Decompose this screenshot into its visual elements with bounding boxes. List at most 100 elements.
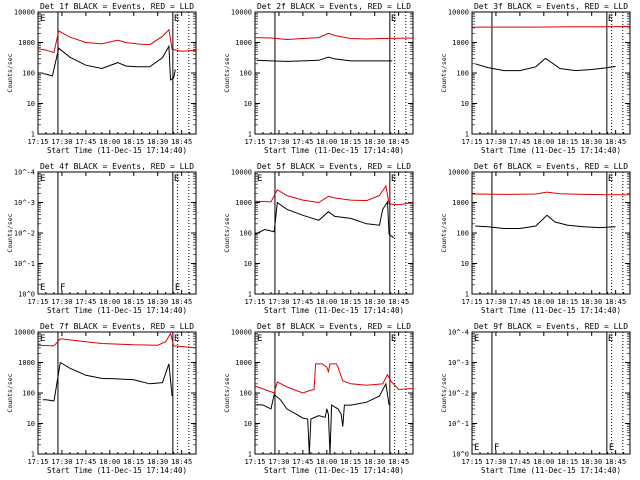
y-tick-label: 10: [27, 100, 35, 108]
x-tick-label: 18:30: [147, 458, 168, 466]
y-tick-label: 1000: [235, 39, 252, 47]
y-tick-label: 100: [239, 230, 252, 238]
y-tick-label: 10: [461, 260, 469, 268]
x-tick-label: 17:45: [292, 298, 313, 306]
y-tick-label: 10000: [448, 9, 469, 17]
x-tick-label: 17:15: [244, 458, 265, 466]
x-tick-label: 18:45: [171, 298, 192, 306]
y-tick-label: 10: [244, 100, 252, 108]
x-tick-label: 18:45: [388, 138, 409, 146]
y-axis-label: Counts/sec: [6, 373, 14, 412]
y-tick-label: 10000: [231, 329, 252, 337]
y-tick-label: 1: [31, 451, 35, 459]
y-tick-label: 100: [239, 390, 252, 398]
panel-title: Det 6f BLACK = Events, RED = LLD: [474, 162, 628, 171]
lld-rate-line: [37, 332, 197, 349]
lld-rate-line: [254, 363, 414, 394]
y-tick-label: 10^-1: [14, 260, 35, 268]
y-tick-label: 1000: [235, 199, 252, 207]
x-tick-label: 17:45: [292, 138, 313, 146]
y-axis-label: Counts/sec: [440, 53, 448, 92]
x-tick-label: 17:30: [268, 458, 289, 466]
x-tick-label: 18:45: [388, 298, 409, 306]
plot-frame: [471, 171, 631, 295]
panel-title: Det 5f BLACK = Events, RED = LLD: [257, 162, 411, 171]
x-tick-label: 18:00: [99, 138, 120, 146]
marker-letter: E: [391, 174, 396, 184]
plot-frame: [254, 11, 414, 135]
y-tick-label: 10^-3: [448, 359, 469, 367]
x-tick-label: 17:15: [27, 458, 48, 466]
y-tick-label: 10: [244, 260, 252, 268]
events-rate-line: [254, 200, 395, 239]
marker-letter: E: [175, 283, 180, 293]
x-tick-label: 18:00: [533, 138, 554, 146]
lld-rate-line: [471, 191, 630, 196]
x-tick-label: 17:30: [485, 458, 506, 466]
x-tick-label: 17:45: [292, 458, 313, 466]
y-tick-label: 10^0: [18, 291, 35, 299]
y-tick-label: 1000: [452, 199, 469, 207]
x-tick-label: 18:00: [99, 458, 120, 466]
x-axis-label: Start Time (11-Dec-15 17:14:40): [264, 306, 404, 315]
y-tick-label: 1: [465, 131, 469, 139]
x-axis-label: Start Time (11-Dec-15 17:14:40): [481, 466, 621, 475]
x-tick-label: 17:45: [509, 458, 530, 466]
x-tick-label: 18:30: [364, 458, 385, 466]
x-tick-label: 18:30: [364, 138, 385, 146]
x-tick-label: 17:15: [244, 298, 265, 306]
events-rate-line: [256, 382, 390, 455]
plot-frame: [37, 171, 197, 295]
x-tick-label: 18:15: [123, 138, 144, 146]
panel-title: Det 3f BLACK = Events, RED = LLD: [474, 2, 628, 11]
y-tick-label: 1: [465, 291, 469, 299]
x-tick-label: 18:30: [581, 298, 602, 306]
y-tick-label: 1: [248, 291, 252, 299]
x-tick-label: 18:00: [533, 298, 554, 306]
x-tick-label: 17:15: [244, 138, 265, 146]
y-tick-label: 10^-2: [14, 230, 35, 238]
lld-rate-line: [37, 28, 197, 54]
marker-letter: E: [609, 443, 614, 453]
x-tick-label: 18:15: [557, 298, 578, 306]
detector-panel: Det 1f BLACK = Events, RED = LLD 17:15 17:…: [6, 2, 197, 155]
x-tick-label: 18:00: [316, 298, 337, 306]
x-tick-label: 17:15: [27, 138, 48, 146]
y-tick-label: 10000: [231, 9, 252, 17]
panel-title: Det 1f BLACK = Events, RED = LLD: [40, 2, 194, 11]
y-tick-label: 1: [31, 131, 35, 139]
y-tick-label: 1000: [18, 359, 35, 367]
x-tick-label: 17:30: [51, 298, 72, 306]
y-axis-label: Counts/sec: [223, 213, 231, 252]
marker-letter: E: [40, 334, 45, 344]
y-tick-label: 10: [461, 100, 469, 108]
events-rate-line: [475, 57, 616, 72]
x-tick-label: 18:00: [533, 458, 554, 466]
y-tick-label: 10000: [14, 329, 35, 337]
y-tick-label: 100: [239, 70, 252, 78]
x-axis-label: Start Time (11-Dec-15 17:14:40): [264, 466, 404, 475]
x-tick-label: 17:15: [27, 298, 48, 306]
lld-rate-line: [254, 32, 414, 41]
marker-letter: E: [40, 14, 45, 24]
y-tick-label: 1000: [452, 39, 469, 47]
x-tick-label: 18:15: [340, 138, 361, 146]
marker-letter: E: [257, 174, 262, 184]
y-tick-label: 10: [244, 420, 252, 428]
x-axis-label: Start Time (11-Dec-15 17:14:40): [481, 146, 621, 155]
x-axis-label: Start Time (11-Dec-15 17:14:40): [47, 306, 187, 315]
x-tick-label: 18:30: [147, 138, 168, 146]
x-tick-label: 17:30: [51, 138, 72, 146]
x-tick-label: 17:15: [461, 298, 482, 306]
y-axis-label: Counts/sec: [440, 373, 448, 412]
marker-letter: E: [174, 174, 179, 184]
y-tick-label: 1: [248, 451, 252, 459]
x-tick-label: 17:30: [51, 458, 72, 466]
x-axis-label: Start Time (11-Dec-15 17:14:40): [47, 146, 187, 155]
y-tick-label: 10: [27, 420, 35, 428]
y-axis-label: Counts/sec: [223, 373, 231, 412]
lld-rate-line: [254, 184, 414, 206]
